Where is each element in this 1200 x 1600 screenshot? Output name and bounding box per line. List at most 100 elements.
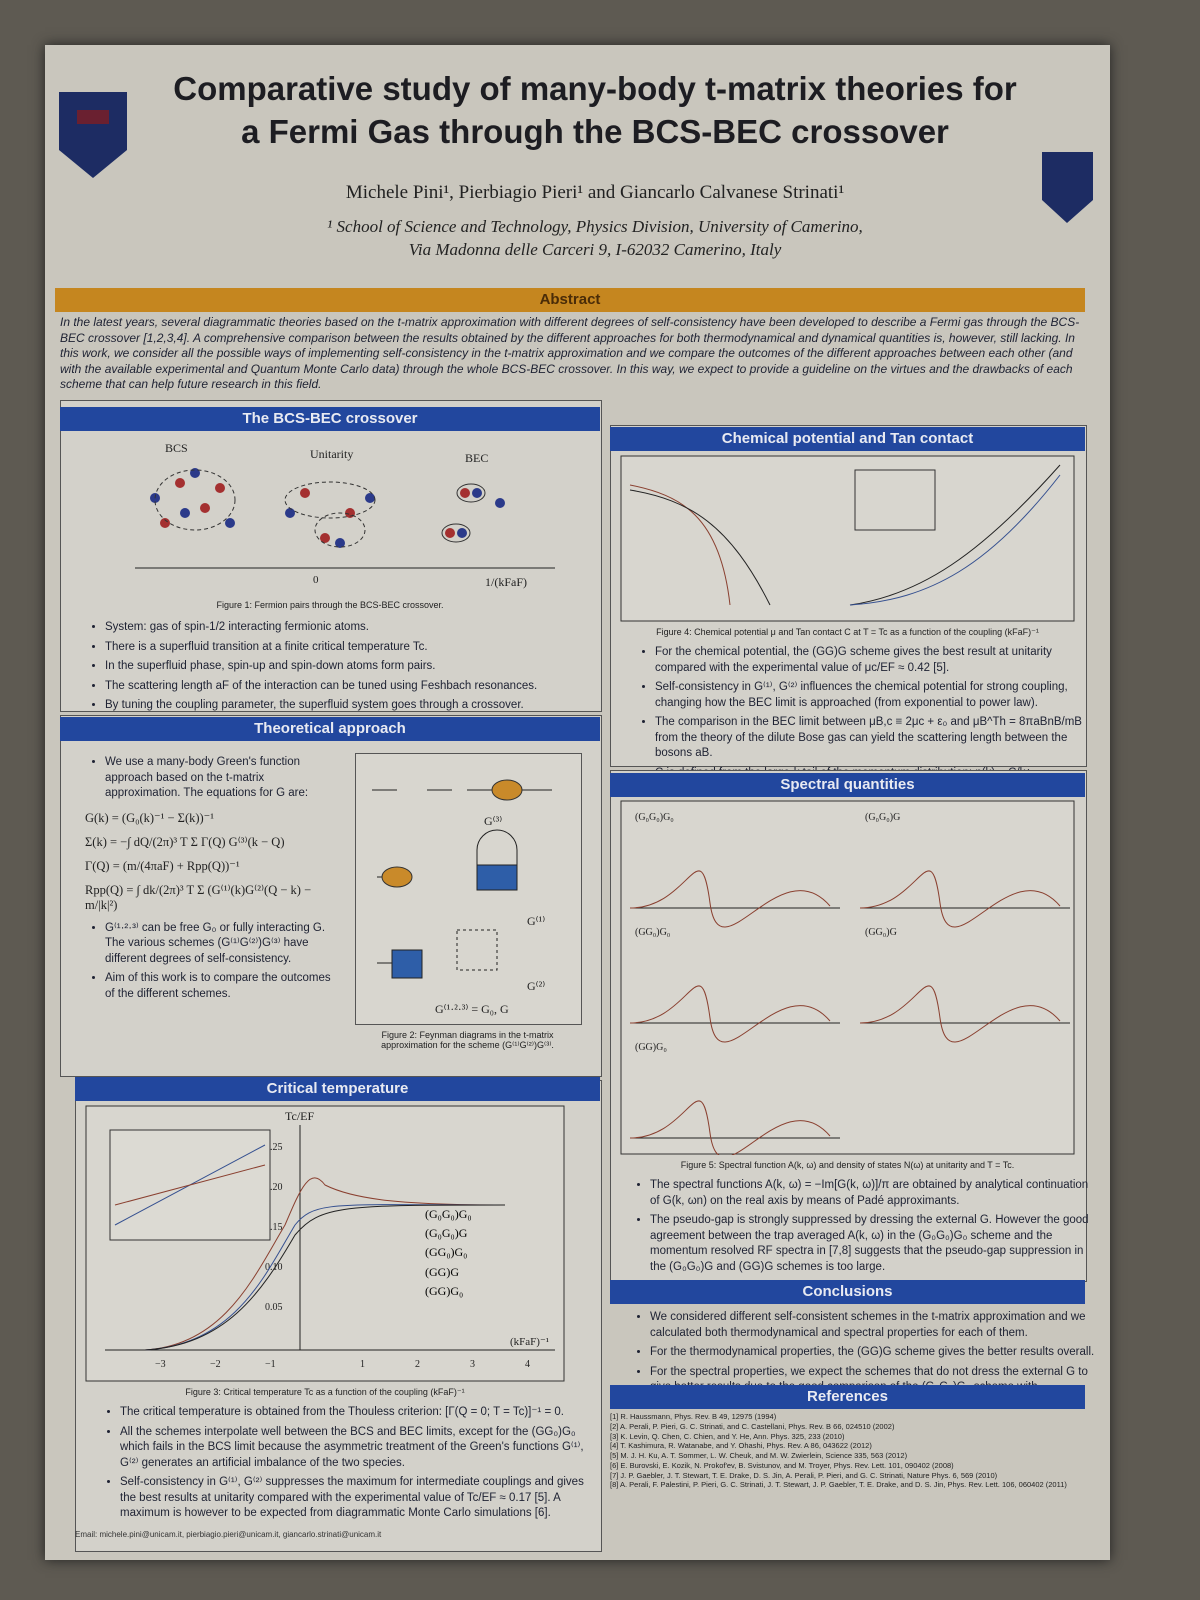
axis-label: 0 <box>313 574 319 586</box>
figure-5: (G₀G₀)G₀ (G₀G₀)G (GG₀)G₀ (GG₀)G (GG)G₀ <box>620 800 1075 1158</box>
bullet-list: The spectral functions A(k, ω) = −Im[G(k… <box>630 1178 1095 1279</box>
panel-frame <box>620 800 1075 1155</box>
axis-label: (kFaF)⁻¹ <box>510 1336 549 1348</box>
bullet-list: G⁽¹·²·³⁾ can be free G₀ or fully interac… <box>85 921 335 1003</box>
section-heading: Conclusions <box>610 1280 1085 1304</box>
equations: G(k) = (G₀(k)⁻¹ − Σ(k))⁻¹ Σ(k) = −∫ dQ/(2… <box>85 810 335 913</box>
bullet-list: For the chemical potential, the (GG)G sc… <box>635 645 1095 785</box>
bullet: System: gas of spin-1/2 interacting ferm… <box>105 620 605 636</box>
spectral-panels: (G₀G₀)G₀ (G₀G₀)G (GG₀)G₀ (GG₀)G (GG)G₀ <box>620 800 1075 1158</box>
list-item: [5] M. J. H. Ku, A. T. Sommer, L. W. Che… <box>610 1451 908 1460</box>
figure-2 <box>355 753 582 1025</box>
x-tick-label: −2 <box>210 1359 221 1370</box>
figure-4 <box>620 455 1075 622</box>
panel-curve <box>629 985 831 1043</box>
poster: Comparative study of many-body t-matrix … <box>45 45 1110 1560</box>
title: a Fermi Gas through the BCS-BEC crossove… <box>241 113 949 150</box>
x-tick-label: −1 <box>265 1359 276 1370</box>
list-item: Σ(k) = −∫ dQ/(2π)³ T Σ Γ(Q) G⁽³⁾(k − Q) <box>85 834 285 849</box>
title: Comparative study of many-body t-matrix … <box>173 70 1017 107</box>
diagram-label: G⁽³⁾ <box>484 814 502 828</box>
figure-caption: Figure 4: Chemical potential μ and Tan c… <box>656 627 1039 637</box>
bullet: We considered different self-consistent … <box>650 1310 1095 1341</box>
figure-label: Unitarity <box>310 447 353 461</box>
bullet: Self-consistency in G⁽¹⁾, G⁽²⁾ suppresse… <box>120 1475 600 1522</box>
bullet: G⁽¹·²·³⁾ can be free G₀ or fully interac… <box>105 921 335 968</box>
figure-caption: Figure 3: Critical temperature Tc as a f… <box>185 1387 465 1397</box>
axis-label: 1/(kFaF) <box>485 575 527 589</box>
department-logo <box>1042 152 1093 223</box>
footer-email: Email: michele.pini@unicam.it, pierbiagi… <box>75 1530 382 1539</box>
figure-caption: Figure 1: Fermion pairs through the BCS-… <box>216 600 444 610</box>
x-tick-label: 1 <box>360 1359 365 1370</box>
list-item: [7] J. P. Gaebler, J. T. Stewart, T. E. … <box>610 1470 998 1480</box>
bullet: The comparison in the BEC limit between … <box>655 715 1095 762</box>
panel-label: (G₀G₀)G <box>865 812 900 823</box>
list-item: [1] R. Haussmann, Phys. Rev. B 49, 12975… <box>610 1412 777 1421</box>
bullet: In the superfluid phase, spin-up and spi… <box>105 659 605 675</box>
y-tick-label: 0.10 <box>265 1262 283 1273</box>
panel-label: (GG)G₀ <box>635 1042 667 1053</box>
list-item: [2] A. Perali, P. Pieri, G. C. Strinati,… <box>610 1421 895 1431</box>
figure-caption: Figure 5: Spectral function A(k, ω) and … <box>680 1160 1015 1170</box>
x-tick-label: 2 <box>415 1359 420 1370</box>
diagram-label: G⁽¹⁾ <box>527 914 545 928</box>
list-item: [8] A. Perali, F. Palestini, P. Pieri, G… <box>610 1480 1067 1490</box>
figure-caption: Figure 2: Feynman diagrams in the t-matr… <box>381 1030 554 1050</box>
bullet: The pseudo-gap is strongly suppressed by… <box>650 1213 1095 1275</box>
abstract-heading: Abstract <box>55 288 1085 312</box>
bullet: Aim of this work is to compare the outco… <box>105 971 335 1002</box>
y-tick-label: 0.25 <box>265 1142 283 1153</box>
figure-label: BCS <box>165 441 188 455</box>
list-item: [3] K. Levin, Q. Chen, C. Chien, and Y. … <box>610 1431 845 1441</box>
diagram-label: G⁽¹·²·³⁾ = G₀, G <box>435 1002 509 1016</box>
section-heading: Theoretical approach <box>60 717 600 741</box>
figure-label: BEC <box>465 451 488 465</box>
list-item: (GG)G₀ <box>425 1283 464 1298</box>
reference-list: [1] R. Haussmann, Phys. Rev. B 49, 12975… <box>610 1412 1085 1490</box>
y-tick-label: 0.20 <box>265 1182 283 1193</box>
list-item: Γ(Q) = (m/(4πaF) + Rpp(Q))⁻¹ <box>85 858 240 873</box>
panel-label: (G₀G₀)G₀ <box>635 812 674 823</box>
bullet: All the schemes interpolate well between… <box>120 1425 600 1472</box>
bullet: By tuning the coupling parameter, the su… <box>105 698 605 714</box>
x-tick-label: 4 <box>525 1359 530 1370</box>
list-item: (G₀G₀)G <box>425 1226 468 1241</box>
bullet-list: The critical temperature is obtained fro… <box>100 1405 600 1526</box>
bullet: For the thermodynamical properties, the … <box>650 1345 1095 1361</box>
panel-label: (GG₀)G <box>865 927 897 938</box>
bullet: Self-consistency in G⁽¹⁾, G⁽²⁾ influence… <box>655 680 1095 711</box>
affiliation: ¹ School of Science and Technology, Phys… <box>327 217 863 236</box>
bullet: The critical temperature is obtained fro… <box>120 1405 600 1421</box>
university-logo <box>59 92 127 178</box>
abstract-text: In the latest years, several diagrammati… <box>60 315 1080 392</box>
section-heading: References <box>610 1385 1085 1409</box>
bullet: The scattering length aF of the interact… <box>105 679 605 695</box>
panel-curve <box>859 870 1061 928</box>
legend: (G₀G₀)G₀ (G₀G₀)G (GG₀)G₀ (GG)G (GG)G₀ <box>425 1205 472 1301</box>
section-heading: Critical temperature <box>75 1077 600 1101</box>
section-box <box>60 400 602 712</box>
panel-curve <box>859 985 1061 1043</box>
bullet: We use a many-body Green's function appr… <box>105 755 335 802</box>
x-tick-label: −3 <box>155 1359 166 1370</box>
figure-1: BCS Unitarity BEC 0 1/(kFaF) <box>135 441 555 589</box>
diagram-label: G⁽²⁾ <box>527 979 545 993</box>
feynman-diagrams: G⁽³⁾ G⁽¹⁾ G⁽²⁾ G⁽¹·²·³⁾ = G₀, G <box>372 779 552 1016</box>
axis-label: Tc/EF <box>285 1109 314 1123</box>
list-item: (GG)G <box>425 1264 459 1279</box>
y-tick-label: 0.15 <box>265 1222 283 1233</box>
list-item: G(k) = (G₀(k)⁻¹ − Σ(k))⁻¹ <box>85 810 215 825</box>
affiliation: Via Madonna delle Carceri 9, I-62032 Cam… <box>408 240 782 259</box>
section-heading: Spectral quantities <box>610 773 1085 797</box>
y-tick-label: 0.05 <box>265 1302 283 1313</box>
x-tick-label: 3 <box>470 1359 475 1370</box>
panel-curve <box>629 870 831 928</box>
list-item: Rpp(Q) = ∫ dk/(2π)³ T Σ (G⁽¹⁾(k)G⁽²⁾(Q −… <box>85 882 312 912</box>
theory-text: We use a many-body Green's function appr… <box>85 755 335 1006</box>
authors: Michele Pini¹, Pierbiagio Pieri¹ and Gia… <box>345 182 845 203</box>
list-item: [6] E. Burovski, E. Kozik, N. Prokof'ev,… <box>610 1460 954 1470</box>
bullet-list: System: gas of spin-1/2 interacting ferm… <box>85 620 605 718</box>
bullet: For the chemical potential, the (GG)G sc… <box>655 645 1095 676</box>
